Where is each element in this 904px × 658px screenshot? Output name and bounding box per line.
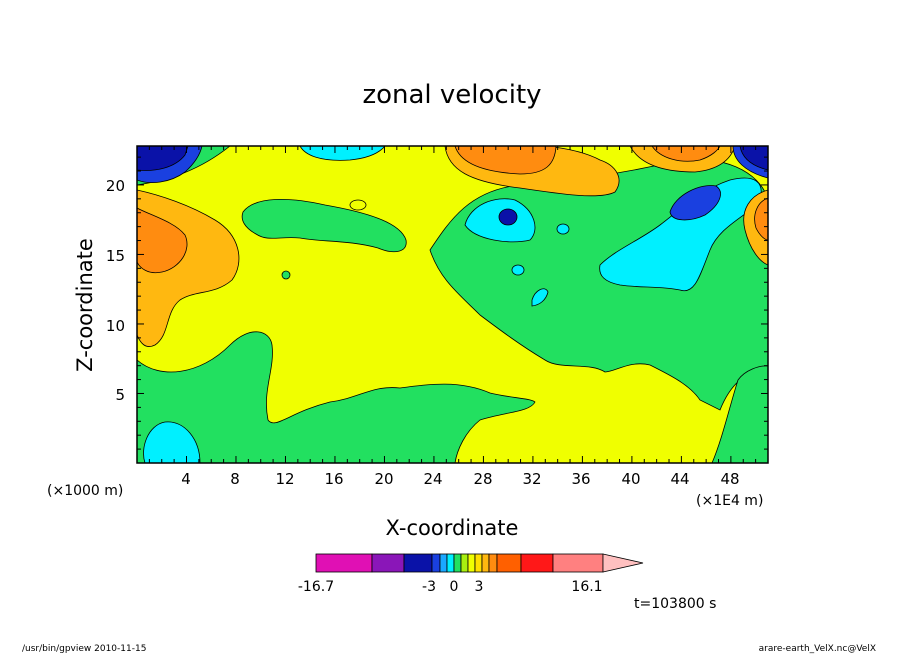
z-tick-label: 20 bbox=[106, 177, 125, 195]
colorbar-swatch bbox=[431, 553, 441, 573]
colorbar-swatch bbox=[460, 553, 469, 573]
x-tick-label: 8 bbox=[230, 470, 240, 488]
region-navy-mid-dot bbox=[498, 208, 518, 226]
region-deeporange-right-edge bbox=[754, 197, 768, 241]
x-tick-label: 32 bbox=[522, 470, 541, 488]
colorbar-swatch bbox=[488, 553, 498, 573]
x-axis-label: X-coordinate bbox=[386, 516, 519, 540]
x-tick-label: 4 bbox=[181, 470, 191, 488]
region-green-right-bottom bbox=[711, 365, 768, 463]
x-tick-label: 36 bbox=[571, 470, 590, 488]
region-green-blob bbox=[241, 199, 407, 253]
contour-island-2 bbox=[281, 270, 291, 280]
region-navy-topleft bbox=[137, 146, 189, 171]
colorbar-swatch bbox=[520, 553, 554, 573]
x-tick-label: 12 bbox=[275, 470, 294, 488]
z-tick-label: 15 bbox=[106, 247, 125, 265]
contour-field bbox=[137, 146, 768, 463]
x-unit-label: (×1E4 m) bbox=[696, 493, 763, 509]
y-axis-label: Z-coordinate bbox=[73, 238, 97, 372]
colorbar-swatch bbox=[467, 553, 476, 573]
chart-title: zonal velocity bbox=[362, 80, 541, 110]
colorbar-tick-label: 3 bbox=[475, 579, 484, 595]
x-tick-label: 24 bbox=[423, 470, 442, 488]
colorbar-swatch bbox=[552, 553, 604, 573]
contour-island-4 bbox=[511, 264, 525, 276]
plot-frame bbox=[136, 145, 769, 464]
region-navy-topright bbox=[739, 146, 768, 171]
footer-left: /usr/bin/gpview 2010-11-15 bbox=[22, 644, 146, 654]
colorbar-swatch bbox=[446, 553, 455, 573]
axis-ticks bbox=[137, 146, 768, 463]
colorbar-swatch bbox=[474, 553, 483, 573]
colorbar-tick-label: -3 bbox=[422, 579, 436, 595]
x-tick-label: 44 bbox=[670, 470, 689, 488]
colorbar-swatch bbox=[403, 553, 433, 573]
x-tick-label: 20 bbox=[374, 470, 393, 488]
colorbar-min-label: -16.7 bbox=[298, 579, 334, 595]
region-deeporange-top-mid bbox=[454, 146, 557, 175]
colorbar-tick-label: 0 bbox=[450, 579, 459, 595]
z-unit-label: (×1000 m) bbox=[47, 483, 123, 499]
colorbar-swatch bbox=[496, 553, 522, 573]
z-tick-label: 10 bbox=[106, 317, 125, 335]
region-cyan-bottom-left bbox=[143, 421, 201, 463]
time-label: t=103800 s bbox=[634, 596, 716, 612]
colorbar-swatch bbox=[453, 553, 462, 573]
colorbar-swatch bbox=[481, 553, 490, 573]
footer-right: arare-earth_VelX.nc@VelX bbox=[759, 644, 876, 654]
colorbar bbox=[315, 553, 644, 573]
colorbar-swatch bbox=[315, 553, 373, 573]
region-deeporange-left bbox=[137, 207, 188, 274]
colorbar-swatch bbox=[439, 553, 448, 573]
x-tick-label: 16 bbox=[324, 470, 343, 488]
z-tick-label: 5 bbox=[115, 386, 125, 404]
region-cyan-small bbox=[531, 288, 549, 307]
x-tick-label: 48 bbox=[720, 470, 739, 488]
colorbar-extend-arrow bbox=[602, 553, 644, 573]
colorbar-max-label: 16.1 bbox=[571, 579, 602, 595]
region-cyan-top bbox=[299, 146, 386, 161]
contour-island-3 bbox=[556, 223, 570, 235]
contour-island-1 bbox=[349, 199, 367, 211]
x-tick-label: 40 bbox=[621, 470, 640, 488]
colorbar-swatch bbox=[371, 553, 405, 573]
region-green-left-band bbox=[137, 331, 536, 463]
region-blue-right bbox=[669, 185, 721, 221]
x-tick-label: 28 bbox=[473, 470, 492, 488]
